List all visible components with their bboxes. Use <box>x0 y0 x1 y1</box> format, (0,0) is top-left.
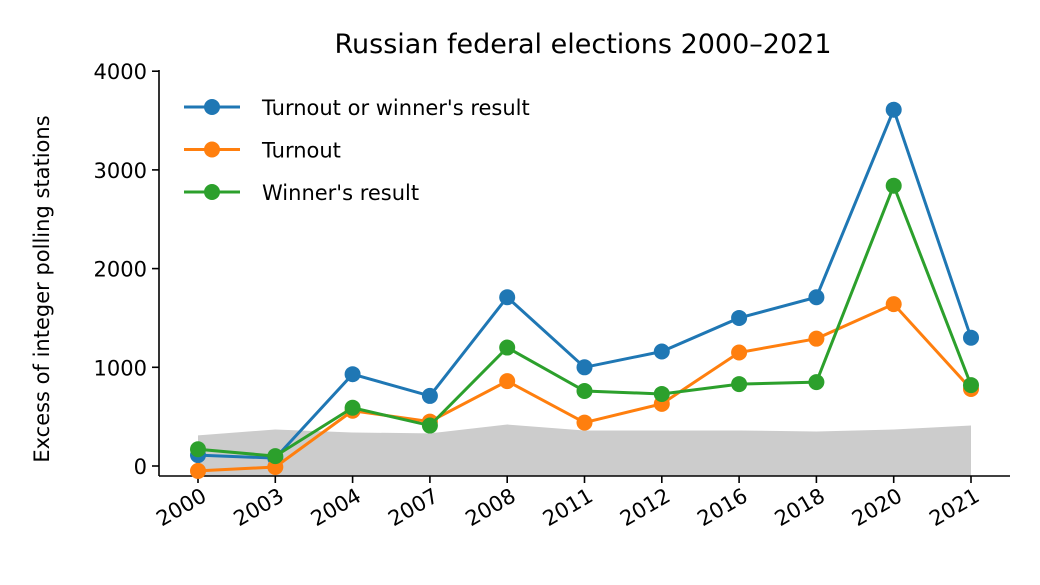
data-point <box>267 448 284 465</box>
x-tick-label: 2020 <box>848 484 906 532</box>
x-tick-label: 2016 <box>693 484 751 532</box>
data-point <box>963 377 979 394</box>
y-tick-label: 2000 <box>94 258 147 282</box>
data-point <box>731 376 748 393</box>
data-point <box>885 177 902 194</box>
data-point <box>499 339 516 356</box>
x-tick-label: 2000 <box>152 484 210 532</box>
data-point <box>576 382 593 399</box>
legend-label: Winner's result <box>262 181 419 205</box>
data-point <box>885 101 902 118</box>
data-point <box>421 417 438 434</box>
data-point <box>344 399 361 416</box>
x-tick-label: 2018 <box>771 484 829 532</box>
data-point <box>653 343 670 360</box>
data-point <box>344 366 361 383</box>
data-point <box>808 374 825 391</box>
data-point <box>731 309 748 326</box>
data-point <box>421 387 438 404</box>
y-axis-label: Excess of integer polling stations <box>30 115 54 462</box>
legend: Turnout or winner's result Turnout Winner'… <box>184 96 530 205</box>
y-tick-label: 3000 <box>94 159 147 183</box>
data-point <box>190 441 206 458</box>
legend-label: Turnout or winner's result <box>261 96 530 120</box>
chart-title: Russian federal elections 2000–2021 <box>335 29 832 60</box>
x-tick-label: 2007 <box>384 484 442 532</box>
x-tick-label: 2021 <box>925 484 983 532</box>
data-point <box>731 344 748 361</box>
legend-label: Turnout <box>261 139 341 163</box>
legend-marker <box>204 184 220 200</box>
data-point <box>885 296 902 313</box>
data-point <box>499 373 516 390</box>
x-tick-label: 2004 <box>307 484 365 532</box>
y-tick-label: 1000 <box>94 356 147 380</box>
legend-marker <box>204 141 220 158</box>
y-tick-label: 4000 <box>94 60 147 84</box>
data-point <box>653 385 670 402</box>
data-point <box>963 329 979 346</box>
data-point <box>808 289 825 306</box>
x-tick-label: 2003 <box>230 484 288 532</box>
data-point <box>576 359 593 376</box>
plot-area: 0 1000 2000 3000 4000 2000 2003 2004 2007 2008 201… <box>94 60 1010 531</box>
data-point <box>808 330 825 347</box>
legend-marker <box>204 99 220 115</box>
x-tick-label: 2011 <box>539 484 597 532</box>
data-point <box>576 414 593 431</box>
baseline-band <box>198 424 971 476</box>
data-point <box>499 289 516 306</box>
data-point <box>190 462 206 479</box>
y-tick-label: 0 <box>134 455 147 479</box>
x-tick-label: 2008 <box>461 484 519 532</box>
x-tick-label: 2012 <box>616 484 674 532</box>
